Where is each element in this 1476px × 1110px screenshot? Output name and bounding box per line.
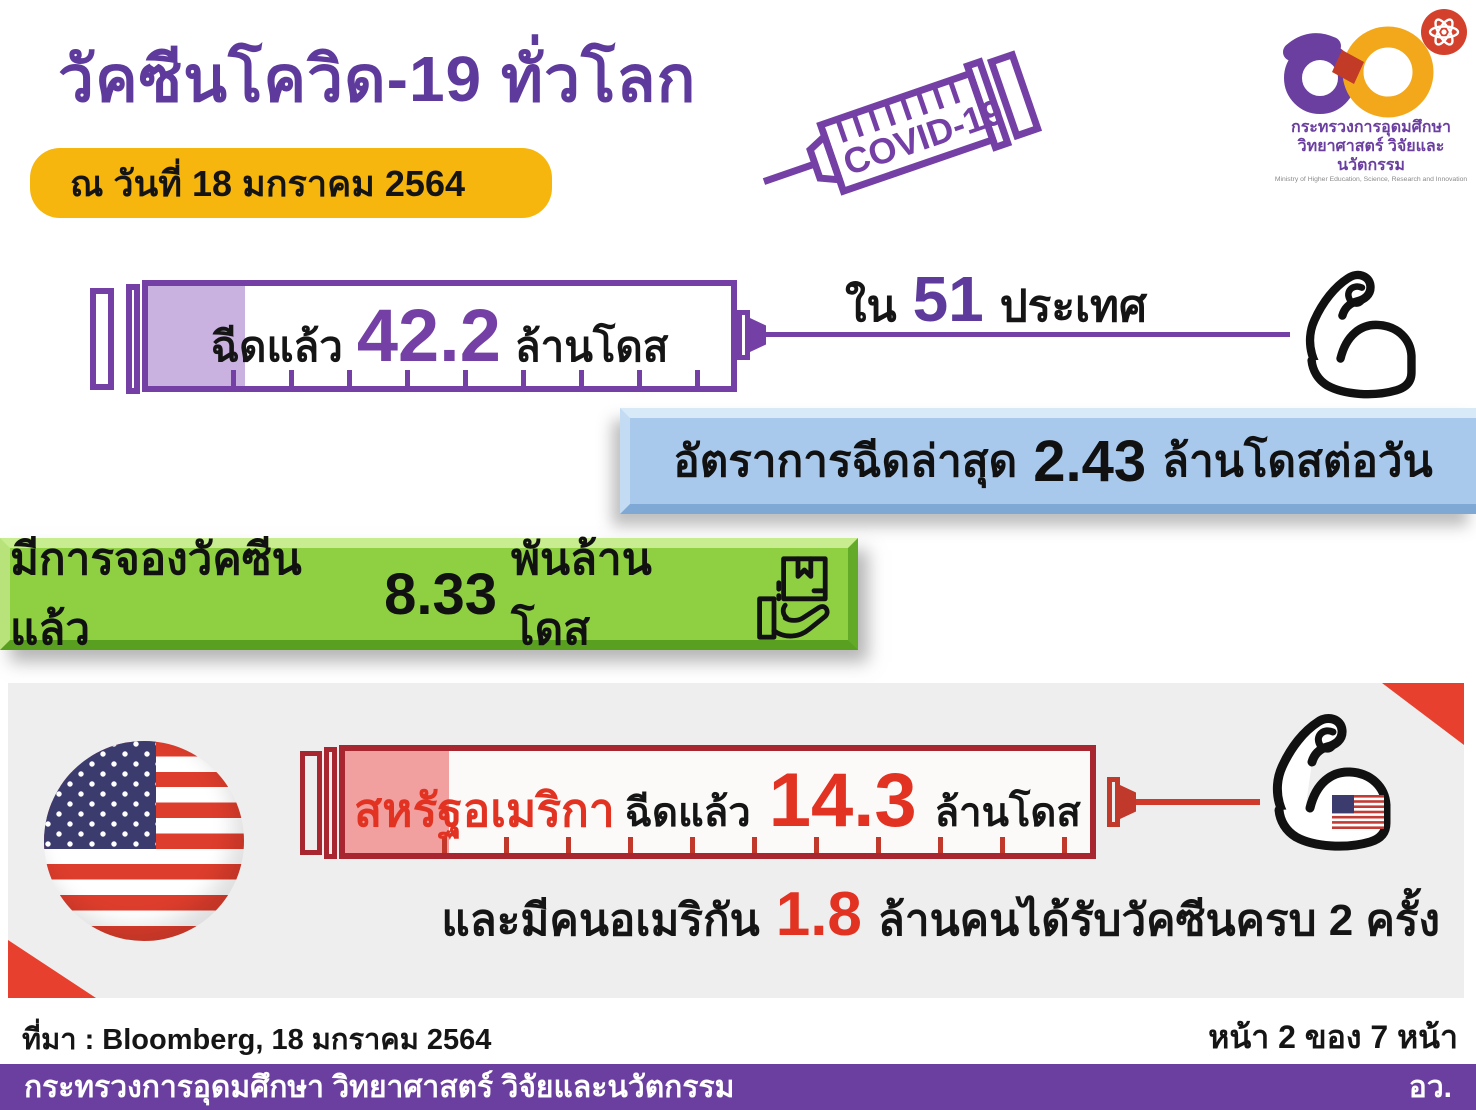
logo-english-line: Ministry of Higher Education, Science, R… — [1274, 176, 1468, 183]
rate-value: 2.43 — [1033, 428, 1147, 494]
muscle-arm-icon — [1305, 270, 1416, 399]
injected-unit: ล้านโดส — [514, 322, 669, 370]
global-syringe-plunger — [90, 288, 114, 390]
muscle-arm-usa-icon — [1272, 714, 1391, 851]
rate-unit: ล้านโดสต่อวัน — [1162, 437, 1433, 486]
global-syringe-rod — [126, 284, 140, 394]
usa-injected-value: 14.3 — [768, 758, 917, 843]
page-number: หน้า 2 ของ 7 หน้า — [1208, 1019, 1458, 1055]
package-hand-icon — [757, 556, 830, 640]
global-syringe-ticks — [178, 370, 721, 386]
usa-fully-prefix: และมีคนอเมริกัน — [441, 896, 760, 945]
logo-thai-line2: วิทยาศาสตร์ วิจัยและนวัตกรรม — [1297, 138, 1445, 174]
reserved-prefix: มีการจองวัคซีนแล้ว — [10, 535, 302, 654]
global-injected-stat: ฉีดแล้ว 42.2 ล้านโดส — [211, 293, 669, 380]
usa-fully-vaccinated-stat: และมีคนอเมริกัน 1.8 ล้านคนได้รับวัคซีนคร… — [441, 879, 1440, 955]
usa-syringe-nozzle — [1120, 785, 1136, 819]
usa-syringe-needle — [1136, 799, 1260, 805]
global-syringe-nozzle — [750, 318, 766, 352]
footer-ministry: กระทรวงการอุดมศึกษา วิทยาศาสตร์ วิจัยและ… — [24, 1070, 735, 1104]
usa-fully-suffix: ล้านคนได้รับวัคซีนครบ 2 ครั้ง — [877, 896, 1440, 945]
logo-thai-line1: กระทรวงการอุดมศึกษา — [1291, 119, 1451, 136]
footer-bar: กระทรวงการอุดมศึกษา วิทยาศาสตร์ วิจัยและ… — [0, 1064, 1476, 1110]
mhesi-logo-text: กระทรวงการอุดมศึกษา วิทยาศาสตร์ วิจัยและ… — [1266, 118, 1476, 185]
global-syringe-barrel: ฉีดแล้ว 42.2 ล้านโดส — [142, 280, 737, 392]
injected-value: 42.2 — [356, 293, 501, 377]
page-title: วัคซีนโควิด-19 ทั่วโลก — [58, 43, 697, 115]
usa-syringe-liquid — [345, 751, 449, 853]
usa-syringe-rod — [324, 747, 337, 859]
date-banner: ณ วันที่ 18 มกราคม 2564 — [30, 148, 552, 218]
usa-injected-stat: สหรัฐอเมริกา ฉีดแล้ว 14.3 ล้านโดส — [354, 757, 1081, 847]
global-syringe-tip — [737, 310, 750, 360]
mhesi-logo: กระทรวงการอุดมศึกษา วิทยาศาสตร์ วิจัยและ… — [1266, 0, 1476, 190]
mhesi-logo-icon — [1283, 26, 1434, 118]
usa-syringe-tip — [1107, 777, 1120, 827]
usa-syringe-plunger — [300, 751, 322, 855]
usa-syringe-barrel: สหรัฐอเมริกา ฉีดแล้ว 14.3 ล้านโดส — [339, 745, 1096, 859]
rate-prefix: อัตราการฉีดล่าสุด — [673, 437, 1018, 486]
reserved-unit: พันล้านโดส — [511, 535, 652, 654]
usa-injected-unit: ล้านโดส — [934, 791, 1081, 835]
rate-banner: อัตราการฉีดล่าสุด 2.43 ล้านโดสต่อวัน — [620, 408, 1476, 514]
usa-syringe-ticks — [385, 837, 1078, 853]
usa-fully-value: 1.8 — [775, 880, 862, 949]
atom-icon — [1421, 9, 1467, 55]
usa-injected-prefix: ฉีดแล้ว — [624, 791, 751, 835]
usa-country-label: สหรัฐอเมริกา — [354, 784, 615, 836]
countries-value: 51 — [912, 263, 984, 335]
date-banner-label: ณ วันที่ 18 มกราคม 2564 — [70, 162, 465, 204]
countries-unit: ประเทศ — [999, 282, 1147, 331]
corner-triangle-bottom-left — [8, 940, 96, 998]
countries-prefix: ใน — [845, 282, 897, 331]
us-flag-on-arm — [1332, 795, 1384, 829]
reserved-value: 8.33 — [384, 561, 497, 627]
global-syringe-needle — [766, 332, 1290, 337]
global-syringe-liquid — [148, 286, 245, 386]
reserved-banner: มีการจองวัคซีนแล้ว 8.33 พันล้านโดส — [0, 535, 858, 654]
covid-syringe-doodle-icon: COVID-19 — [762, 50, 1043, 196]
us-flag-icon — [44, 741, 244, 941]
usa-panel: สหรัฐอเมริกา ฉีดแล้ว 14.3 ล้านโดส — [8, 683, 1464, 998]
injected-prefix: ฉีดแล้ว — [210, 322, 343, 370]
us-flag-canton — [44, 741, 156, 849]
footer-abbrev: อว. — [1408, 1070, 1452, 1104]
countries-stat: ใน 51 ประเทศ — [845, 262, 1147, 341]
source-note: ที่มา : Bloomberg, 18 มกราคม 2564 — [22, 1024, 492, 1056]
